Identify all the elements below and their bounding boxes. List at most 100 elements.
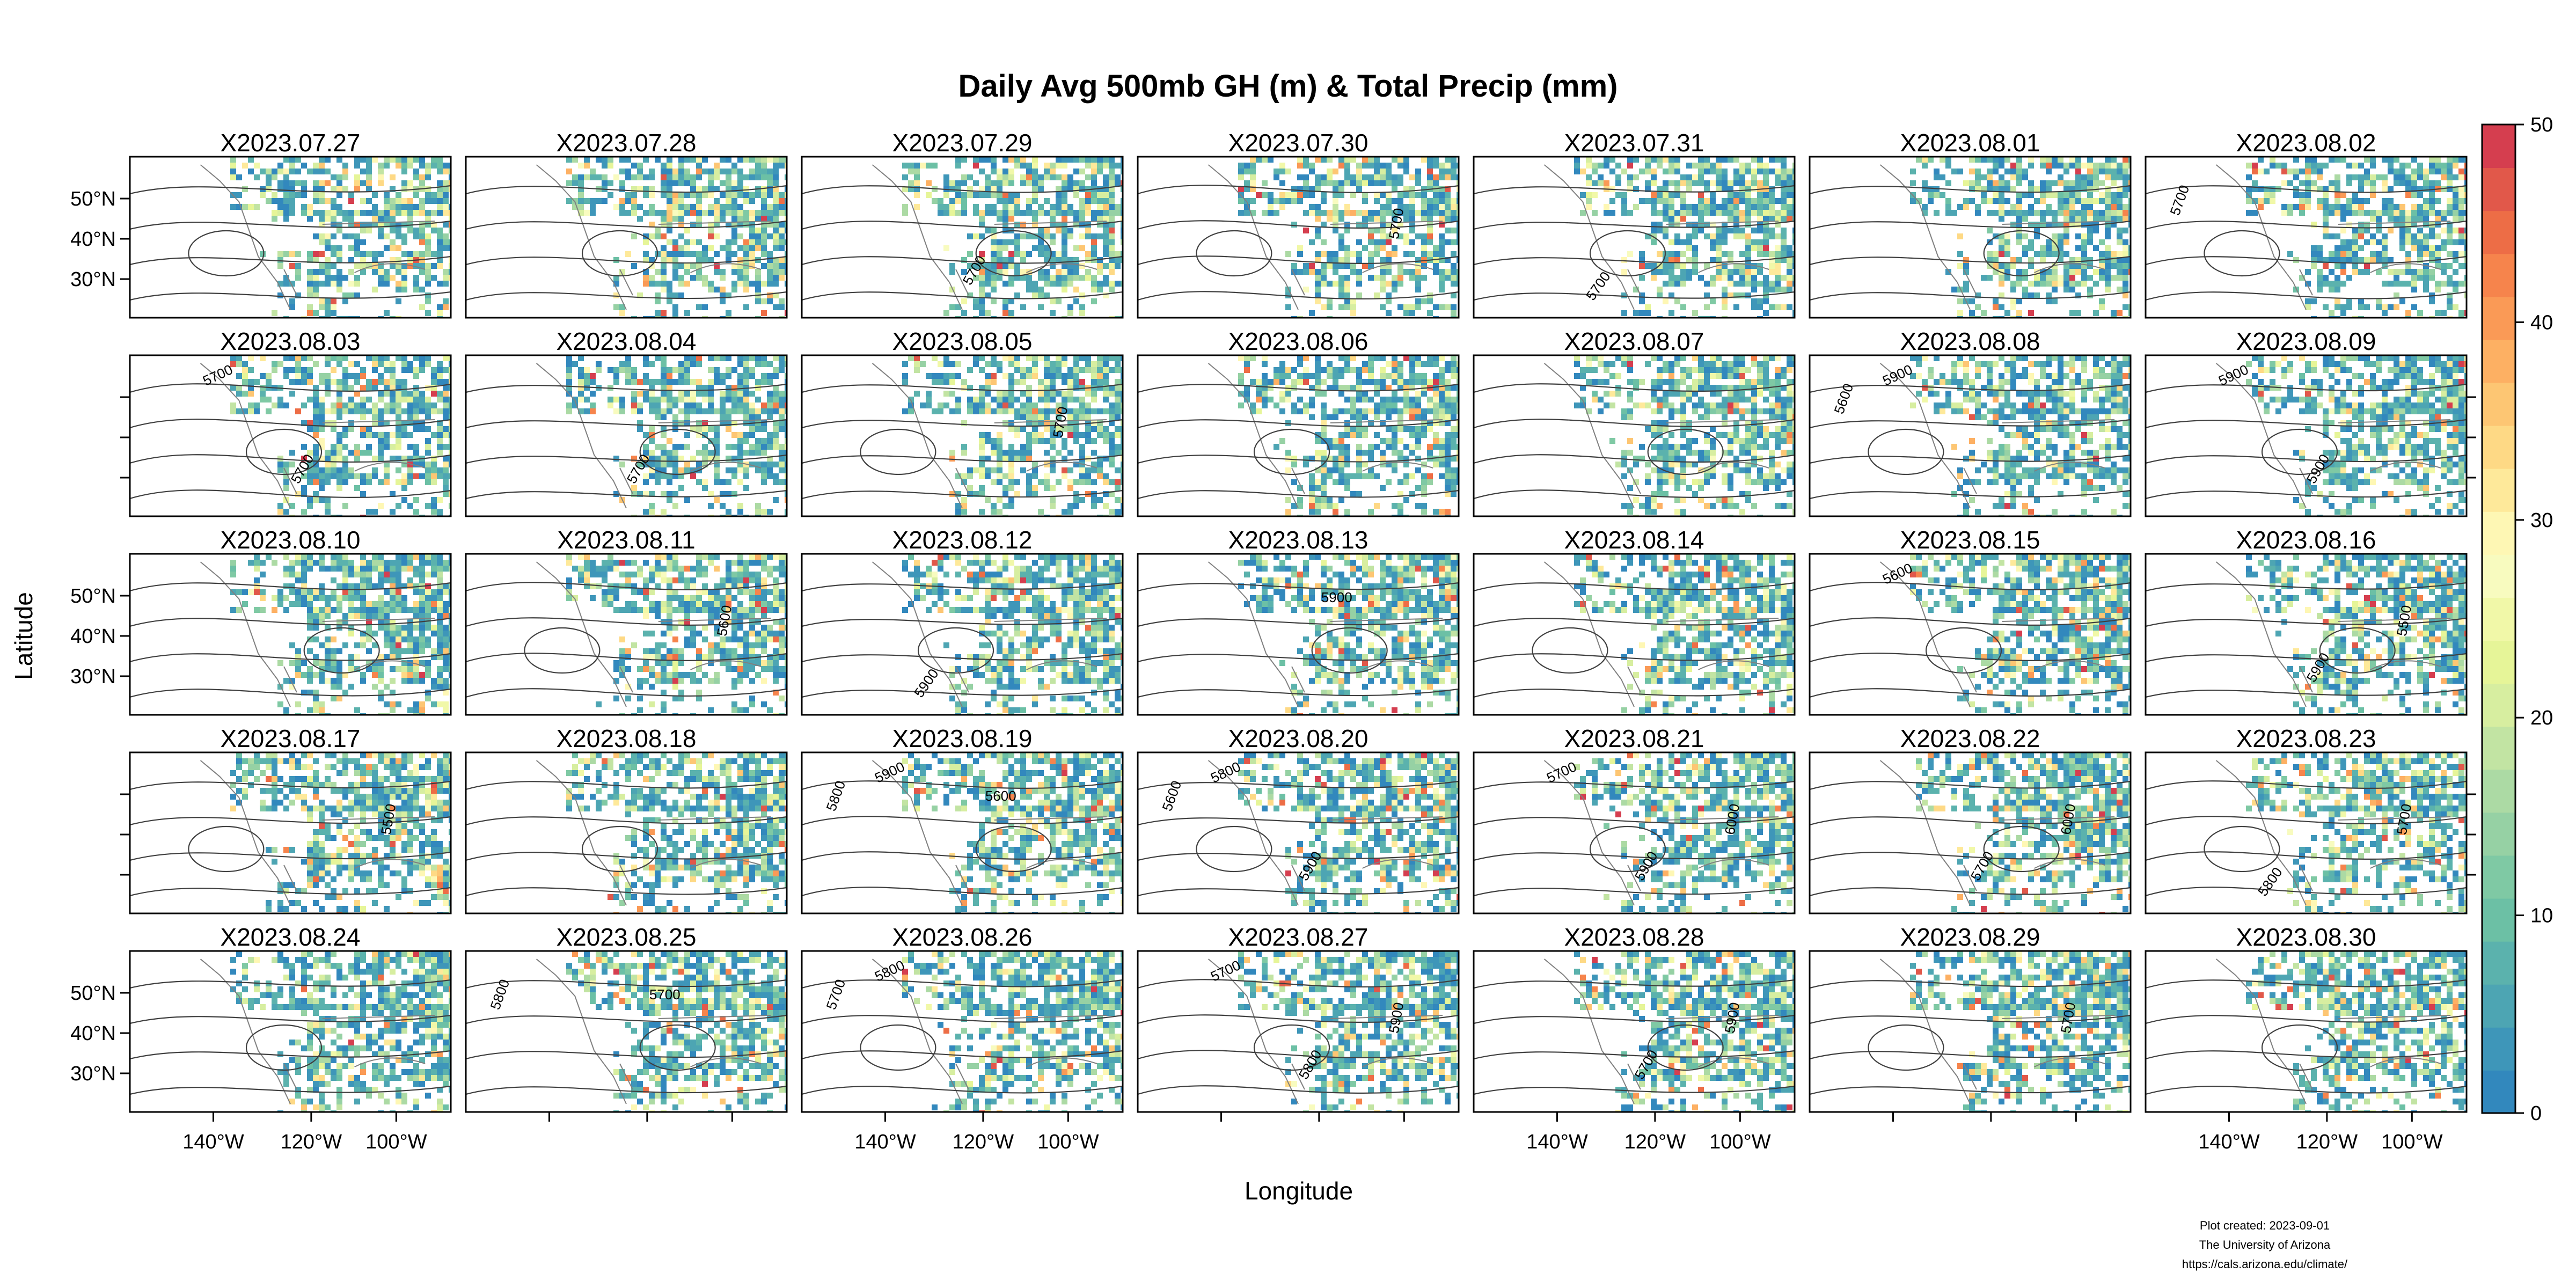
precip-cell [2311, 169, 2317, 174]
precip-cell [737, 402, 743, 408]
precip-cell [1668, 216, 1674, 222]
precip-cell [1002, 174, 1008, 180]
precip-cell [1975, 169, 1981, 174]
precip-cell [2358, 222, 2364, 228]
precip-cell [390, 198, 396, 204]
precip-cell [631, 391, 637, 397]
gh-contour [1138, 255, 1459, 266]
precip-cell [1427, 239, 1433, 245]
precip-cell [307, 473, 313, 479]
precip-cell [1457, 216, 1459, 222]
precip-cell [289, 450, 295, 456]
precip-cell [1386, 204, 1392, 210]
precip-cell [396, 269, 401, 275]
precip-cell [2105, 245, 2111, 251]
precip-cell [1103, 174, 1109, 180]
precip-cell [1038, 509, 1044, 515]
precip-cell [1067, 275, 1073, 281]
precip-cell [1409, 204, 1415, 210]
precip-cell [1787, 251, 1792, 257]
precip-cell [242, 204, 248, 210]
precip-cell [1062, 391, 1067, 397]
precip-cell [401, 281, 407, 287]
precip-cell [2405, 222, 2411, 228]
precip-cell [1651, 275, 1657, 281]
precip-cell [1038, 355, 1044, 361]
precip-cell [578, 385, 584, 391]
precip-cell [1751, 169, 1757, 174]
precip-cell [1380, 245, 1386, 251]
precip-cell [702, 245, 708, 251]
precip-cell [1020, 391, 1026, 397]
precip-cell [2370, 157, 2376, 163]
precip-cell [313, 444, 319, 450]
precip-cell [289, 367, 295, 373]
precip-cell [2464, 292, 2467, 298]
precip-cell [2046, 180, 2052, 186]
precip-cell [401, 287, 407, 292]
precip-cell [767, 456, 773, 462]
precip-cell [2052, 275, 2058, 281]
precip-cell [1056, 186, 1062, 192]
precip-cell [1097, 420, 1103, 426]
precip-cell [1615, 192, 1621, 198]
precip-cell [354, 222, 360, 228]
precip-cell [295, 355, 301, 361]
precip-cell [372, 473, 378, 479]
precip-cell [985, 228, 991, 233]
precip-cell [2458, 198, 2464, 204]
precip-cell [1121, 198, 1123, 204]
precip-cell [943, 174, 949, 180]
precip-cell [672, 304, 678, 310]
precip-cell [785, 432, 787, 438]
precip-cell [1014, 157, 1020, 163]
precip-cell [2046, 239, 2052, 245]
precip-cell [702, 444, 708, 450]
precip-cell [690, 379, 696, 385]
precip-cell [1668, 310, 1674, 316]
precip-cell [2293, 169, 2299, 174]
precip-cell [1710, 163, 1716, 169]
precip-cell [325, 180, 331, 186]
precip-cell [2329, 257, 2334, 263]
precip-cell [325, 379, 331, 385]
precip-cell [1668, 210, 1674, 216]
precip-cell [1291, 186, 1297, 192]
precip-cell [1368, 216, 1374, 222]
precip-cell [378, 222, 384, 228]
precip-cell [1910, 169, 1916, 174]
precip-cell [2069, 281, 2075, 287]
precip-cell [1657, 163, 1663, 169]
precip-cell [720, 192, 726, 198]
precip-cell [1769, 198, 1775, 204]
precip-cell [979, 509, 985, 515]
precip-cell [973, 192, 979, 198]
precip-cell [649, 361, 655, 367]
precip-cell [714, 373, 720, 379]
precip-cell [2305, 198, 2311, 204]
precip-cell [661, 444, 667, 450]
precip-cell [1374, 292, 1380, 298]
precip-cell [1056, 251, 1062, 257]
precip-cell [313, 192, 319, 198]
panel-frame [2145, 156, 2468, 319]
precip-cell [449, 361, 451, 367]
precip-cell [342, 456, 348, 462]
precip-cell [2087, 257, 2093, 263]
precip-cell [649, 509, 655, 515]
precip-cell [1103, 251, 1109, 257]
precip-cell [649, 186, 655, 192]
precip-cell [1704, 263, 1710, 269]
precip-cell [366, 263, 372, 269]
precip-cell [401, 485, 407, 491]
precip-cell [1922, 180, 1928, 186]
precip-cell [1775, 263, 1781, 269]
precip-cell [2311, 251, 2317, 257]
precip-cell [277, 509, 283, 515]
precip-cell [2111, 275, 2117, 281]
precip-cell [1327, 157, 1333, 163]
precip-cell [779, 304, 785, 310]
precip-cell [2299, 198, 2305, 204]
precip-cell [708, 281, 714, 287]
precip-cell [366, 379, 372, 385]
